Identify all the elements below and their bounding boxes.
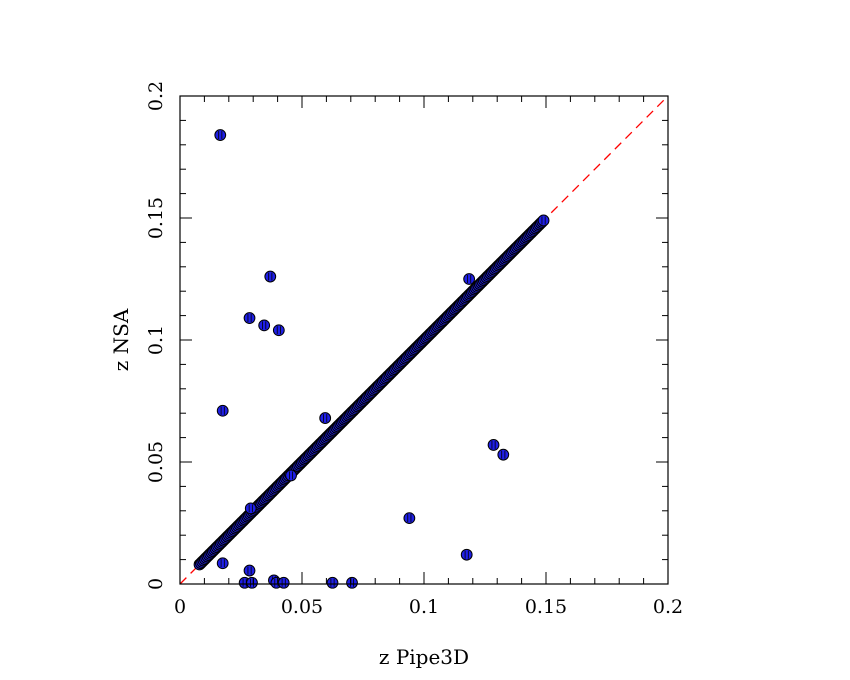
data-point <box>285 469 297 482</box>
data-point <box>264 270 277 283</box>
data-point-marker <box>264 270 277 283</box>
y-tick-label: 0.15 <box>145 197 167 239</box>
data-point <box>346 576 358 589</box>
data-point <box>243 564 256 577</box>
data-point-marker <box>285 469 297 482</box>
data-point <box>319 412 332 424</box>
tick-layer: 0 0.05 0.1 0.15 0.2 0 0.05 0.1 0.15 0.2 <box>145 81 683 618</box>
points-layer <box>193 129 550 589</box>
data-point-marker <box>346 576 358 589</box>
data-point <box>497 448 510 461</box>
data-point-marker <box>243 564 256 577</box>
data-point-marker <box>460 548 473 561</box>
data-point-marker <box>277 576 290 589</box>
data-point-marker <box>258 319 271 332</box>
data-point <box>487 439 500 451</box>
data-point-marker <box>246 576 258 589</box>
y-axis-title: z NSA <box>109 308 133 371</box>
x-tick-label: 0 <box>174 596 186 618</box>
x-tick-label: 0.1 <box>409 596 439 618</box>
data-point <box>216 557 229 570</box>
data-point <box>258 319 271 332</box>
data-point <box>243 312 256 324</box>
data-point-marker <box>272 324 285 337</box>
data-point <box>214 129 227 141</box>
y-tick-label: 0.2 <box>145 81 167 111</box>
data-point-marker <box>537 214 550 227</box>
y-tick-label: 0.1 <box>145 325 167 355</box>
data-point <box>326 576 339 589</box>
y-tick-label: 0.05 <box>145 441 167 483</box>
data-point <box>277 576 290 589</box>
data-point-marker <box>326 576 339 589</box>
x-tick-label: 0.15 <box>525 596 567 618</box>
data-point <box>246 576 258 589</box>
data-point-marker <box>487 439 500 451</box>
data-point <box>463 273 476 285</box>
data-point <box>537 214 550 227</box>
data-point-marker <box>214 129 227 141</box>
y-tick-label: 0 <box>145 578 167 590</box>
x-axis-title: z Pipe3D <box>379 645 469 669</box>
data-point <box>244 502 257 515</box>
data-point-marker <box>463 273 476 285</box>
x-tick-label: 0.05 <box>281 596 323 618</box>
data-point <box>403 512 416 525</box>
data-point-marker <box>319 412 332 424</box>
data-point <box>460 548 473 561</box>
data-point <box>216 404 229 417</box>
data-point-marker <box>244 502 257 515</box>
data-point-marker <box>216 557 229 570</box>
data-point-marker <box>243 312 256 324</box>
data-point-marker <box>216 404 229 417</box>
data-point-marker <box>497 448 510 461</box>
x-tick-label: 0.2 <box>653 596 683 618</box>
data-point <box>272 324 285 337</box>
data-point-marker <box>403 512 416 525</box>
